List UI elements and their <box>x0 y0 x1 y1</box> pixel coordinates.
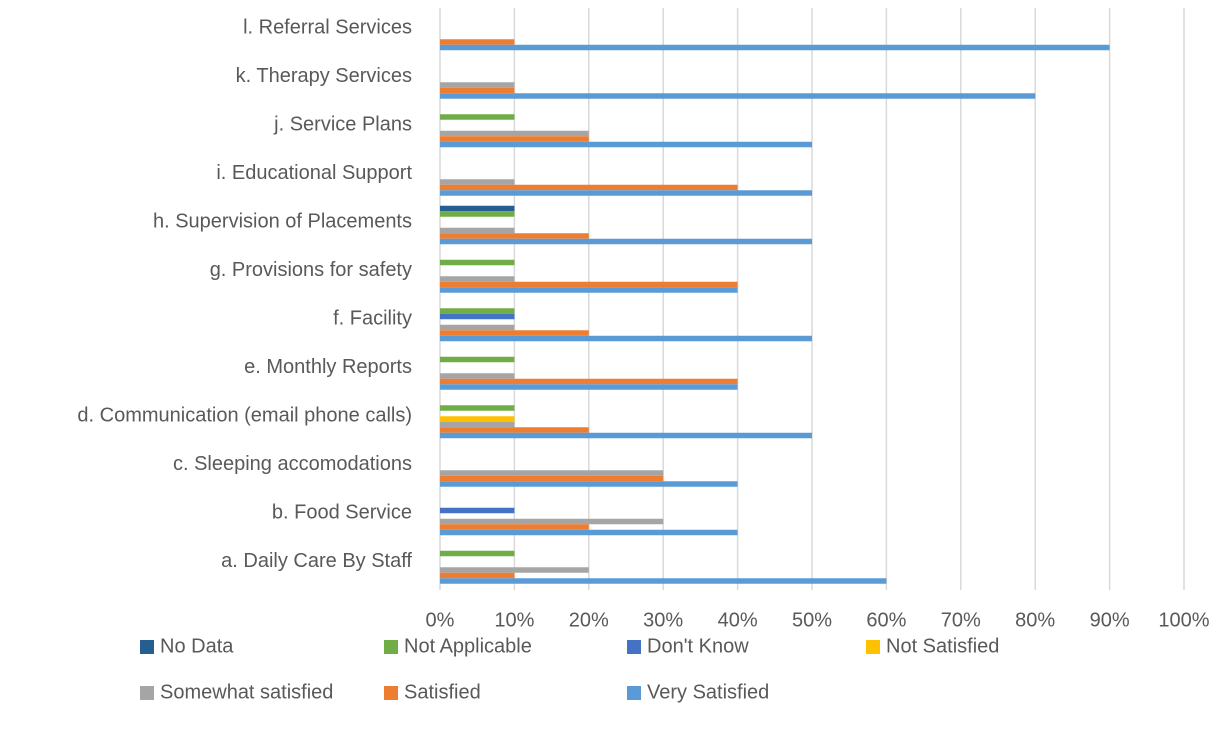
legend-label: No Data <box>160 635 234 657</box>
bar <box>440 190 812 196</box>
bar <box>440 238 812 245</box>
x-tick-label: 90% <box>1090 609 1130 631</box>
y-tick-label: d. Communication (email phone calls) <box>77 405 412 427</box>
bar <box>440 130 589 137</box>
y-tick-label: f. Facility <box>333 308 412 330</box>
legend-swatch <box>384 640 398 654</box>
bar <box>440 518 664 525</box>
bar <box>440 416 515 422</box>
x-tick-label: 100% <box>1158 609 1209 631</box>
bar <box>440 141 812 148</box>
x-tick-label: 40% <box>718 609 758 631</box>
y-tick-label: e. Monthly Reports <box>244 356 412 378</box>
bar <box>440 330 589 336</box>
bar <box>440 578 887 584</box>
bar <box>440 281 738 288</box>
y-tick-label: a. Daily Care By Staff <box>221 550 412 572</box>
bar <box>440 529 738 536</box>
legend-label: Very Satisfied <box>647 681 769 703</box>
x-tick-label: 60% <box>866 609 906 631</box>
legend-swatch <box>140 686 154 700</box>
y-tick-label: l. Referral Services <box>243 17 412 39</box>
x-tick-label: 0% <box>426 609 455 631</box>
bar <box>440 184 738 191</box>
legend-swatch <box>627 640 641 654</box>
y-tick-label: b. Food Service <box>272 502 412 524</box>
bar <box>440 405 515 411</box>
legend-swatch <box>140 640 154 654</box>
legend-label: Somewhat satisfied <box>160 681 333 703</box>
bar <box>440 432 812 439</box>
bar <box>440 356 515 363</box>
bar <box>440 384 738 390</box>
bar <box>440 572 515 579</box>
legend-swatch <box>627 686 641 700</box>
bar <box>440 335 812 342</box>
bar <box>440 567 589 573</box>
bar <box>440 287 738 293</box>
x-tick-label: 10% <box>494 609 534 631</box>
bar <box>440 276 515 282</box>
y-tick-label: j. Service Plans <box>273 114 412 136</box>
bar <box>440 427 589 433</box>
x-tick-label: 80% <box>1015 609 1055 631</box>
bar <box>440 179 515 185</box>
legend-label: Satisfied <box>404 681 481 703</box>
bar <box>440 470 664 476</box>
bar <box>440 82 515 88</box>
bar <box>440 378 738 385</box>
bar <box>440 136 589 142</box>
bar <box>440 308 515 314</box>
bar <box>440 44 1110 51</box>
bar <box>440 39 515 45</box>
x-tick-label: 70% <box>941 609 981 631</box>
bar <box>440 93 1036 99</box>
bar <box>440 205 515 212</box>
y-tick-label: k. Therapy Services <box>236 65 412 87</box>
bar <box>440 421 515 428</box>
bar <box>440 481 738 487</box>
bar <box>440 227 515 234</box>
x-tick-label: 30% <box>643 609 683 631</box>
y-tick-label: g. Provisions for safety <box>210 259 412 281</box>
bar <box>440 550 515 557</box>
bar <box>440 313 515 320</box>
y-tick-label: c. Sleeping accomodations <box>173 453 412 475</box>
bar <box>440 233 589 239</box>
legend-swatch <box>384 686 398 700</box>
y-tick-label: i. Educational Support <box>216 162 412 184</box>
bar <box>440 114 515 120</box>
legend-label: Not Applicable <box>404 635 532 657</box>
legend-label: Not Satisfied <box>886 635 999 657</box>
legend-swatch <box>866 640 880 654</box>
legend-label: Don't Know <box>647 635 749 657</box>
bar <box>440 524 589 530</box>
bar <box>440 87 515 94</box>
bar <box>440 475 664 482</box>
bar <box>440 324 515 331</box>
bar <box>440 259 515 266</box>
x-tick-label: 20% <box>569 609 609 631</box>
bar <box>440 507 515 514</box>
bar <box>440 211 515 217</box>
x-tick-label: 50% <box>792 609 832 631</box>
bar <box>440 373 515 379</box>
y-tick-label: h. Supervision of Placements <box>153 211 412 233</box>
